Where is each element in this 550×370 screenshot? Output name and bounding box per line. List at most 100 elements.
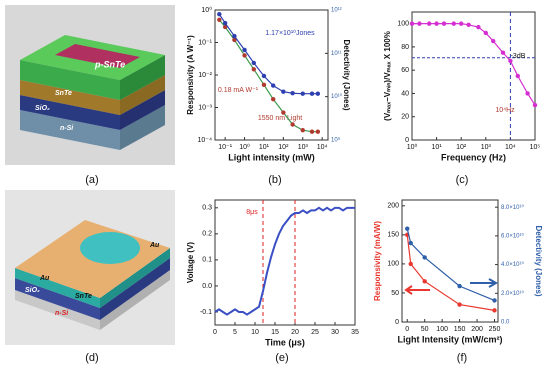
x-tick-label: 0 [213, 329, 217, 336]
x-tick-label: 250 [489, 326, 501, 333]
x-tick-label: 5 [233, 329, 237, 336]
x-tick-label: 200 [471, 326, 483, 333]
data-point [309, 91, 315, 96]
data-point [261, 73, 267, 79]
x-tick-label: 10¹ [259, 144, 270, 151]
data-point [508, 58, 513, 64]
x-tick-label: 10⁵ [530, 144, 541, 151]
y-tick-label: 10⁻¹ [198, 39, 212, 46]
data-point [261, 82, 267, 87]
x-tick-label: 10³ [298, 144, 309, 151]
device-label: n-Si [60, 125, 74, 132]
data-point [492, 298, 497, 303]
data-point [434, 21, 439, 26]
y2-tick-label: 10¹² [331, 8, 342, 14]
x-axis-label: Time (μs) [265, 337, 305, 347]
y2-tick-label: 10¹⁰ [331, 93, 343, 100]
data-point [426, 21, 432, 26]
data-point [315, 129, 321, 134]
layer [120, 90, 165, 130]
caption: (c) [456, 174, 469, 186]
data-point [409, 21, 415, 26]
device-label: SnTe [75, 293, 92, 300]
series-line [218, 13, 318, 95]
annotation: -3dB [511, 53, 526, 60]
data-point [271, 97, 276, 102]
annotation: 1.17×10¹⁰Jones [265, 29, 315, 37]
y-tick-label: 60 [401, 67, 409, 74]
caption: (d) [85, 352, 98, 364]
data-point [271, 83, 276, 88]
caption: (f) [457, 352, 467, 364]
x-tick-label: 10³ [481, 144, 492, 151]
caption: (e) [275, 352, 288, 364]
data-point [491, 38, 496, 44]
annotation: 0.18 mA W⁻¹ [218, 87, 259, 94]
data-point [405, 226, 410, 231]
y2-axis-label: Detectivity (Jones) [342, 39, 351, 110]
layer [100, 270, 170, 330]
layer [120, 105, 165, 150]
layer [15, 278, 100, 320]
x-tick-label: 10² [456, 144, 467, 151]
plot-frame [411, 11, 536, 141]
data-point [222, 24, 228, 30]
y-axis-label: Voltage (V) [186, 242, 195, 284]
data-point [441, 21, 447, 26]
device-label: SnTe [55, 90, 72, 97]
data-point [281, 110, 286, 115]
device-label: Au [39, 275, 50, 282]
x-tick-label: 35 [351, 329, 359, 336]
data-point [290, 122, 295, 127]
data-point [300, 91, 305, 96]
x-axis-label: Light intensity (mW) [228, 152, 315, 162]
data-point [466, 22, 471, 27]
series-line [214, 206, 355, 316]
y-tick-label: 100 [397, 20, 409, 27]
electrode [55, 44, 140, 68]
y-tick-label: 20 [401, 114, 409, 121]
device-label: p-SnTe [94, 59, 125, 69]
data-point [525, 91, 530, 96]
x-tick-label: 10¹ [432, 144, 443, 151]
data-point [290, 91, 295, 96]
caption: (a) [85, 174, 98, 186]
y-tick-label: 0 [395, 319, 399, 326]
y-tick-label: 10⁻⁴ [198, 137, 213, 144]
x-tick-label: 15 [271, 329, 279, 336]
y2-axis-label: Detectivity (Jones) [534, 225, 543, 296]
layer [100, 258, 170, 320]
data-point [451, 21, 456, 26]
y-tick-label: 80 [401, 44, 409, 51]
series-line [412, 23, 536, 106]
y-tick-label: 0.0 [202, 283, 212, 290]
data-point [242, 47, 247, 53]
data-point [457, 302, 462, 307]
y-tick-label: 40 [401, 90, 409, 97]
caption: (b) [268, 174, 281, 186]
data-point [459, 21, 464, 26]
y2-tick-label: 4.0×10¹⁰ [501, 261, 525, 268]
layer [100, 248, 170, 308]
data-point [232, 33, 237, 39]
x-tick-label: 150 [454, 326, 466, 333]
x-tick-label: 10⁻¹ [218, 144, 232, 151]
y-tick-label: 200 [387, 203, 399, 210]
y2-tick-label: 10⁹ [331, 137, 341, 144]
x-tick-label: 50 [421, 326, 429, 333]
x-axis-label: Light Intensity (mW/cm²) [398, 334, 503, 344]
x-tick-label: 0 [405, 326, 409, 333]
data-point [500, 50, 506, 55]
y2-tick-label: 6.0×10¹⁰ [501, 232, 525, 239]
y-tick-label: 0.1 [202, 257, 212, 264]
x-tick-label: 10⁰ [407, 143, 418, 151]
y-axis-label: Responsivity (mA/W) [373, 221, 382, 301]
device-a: p-SnTe SnTe SiO₂ n-Si [5, 5, 175, 165]
y-tick-label: 0.3 [202, 205, 212, 212]
arrow [470, 278, 499, 288]
y2-tick-label: 0.0 [501, 320, 510, 326]
plot-frame [401, 199, 499, 323]
y-tick-label: 10⁻³ [198, 104, 212, 111]
data-point [251, 60, 257, 66]
data-point [483, 30, 488, 36]
